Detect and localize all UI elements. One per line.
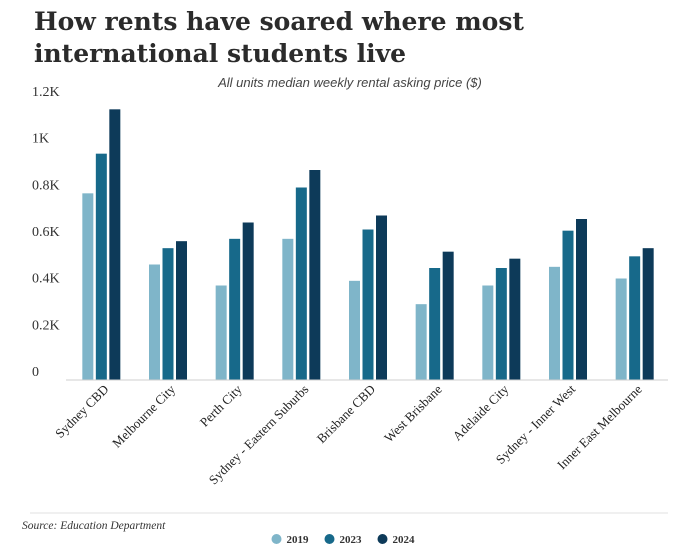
bar	[82, 193, 94, 380]
chart-subtitle: All units median weekly rental asking pr…	[217, 75, 482, 90]
bar	[162, 248, 174, 380]
bar	[295, 187, 307, 380]
bar	[549, 266, 560, 380]
bar	[362, 229, 374, 380]
chart-title-line-2: international students live	[34, 39, 406, 68]
y-tick-label: 1.2K	[32, 85, 60, 100]
bar	[109, 109, 121, 380]
x-tick-label: Adelaide City	[450, 381, 512, 443]
bar	[509, 258, 521, 380]
legend-swatch	[271, 534, 282, 544]
x-tick-label: Brisbane CBD	[314, 382, 378, 446]
y-tick-label: 1K	[32, 132, 49, 147]
bar	[215, 285, 227, 380]
bar	[349, 280, 360, 380]
bar	[576, 219, 587, 380]
source-note: Source: Education Department	[22, 520, 166, 532]
bar	[149, 264, 160, 380]
y-tick-label: 0	[32, 365, 39, 380]
bar	[309, 170, 321, 380]
bar	[615, 278, 627, 380]
x-tick-label: West Brisbane	[381, 381, 445, 445]
bar	[282, 238, 294, 380]
bar	[442, 251, 454, 380]
bar	[95, 153, 107, 380]
legend-label: 2019	[287, 534, 310, 546]
bar	[482, 285, 494, 380]
legend-label: 2023	[340, 534, 363, 546]
legend-label: 2024	[393, 534, 416, 546]
y-tick-label: 0.4K	[32, 272, 60, 287]
y-tick-label: 0.8K	[32, 178, 60, 193]
bars-group	[82, 109, 654, 380]
bar	[376, 215, 387, 380]
y-tick-label: 0.2K	[32, 318, 60, 333]
bar	[176, 241, 187, 380]
bar	[415, 304, 427, 380]
x-tick-label: Sydney CBD	[52, 382, 111, 441]
x-tick-label: Perth City	[197, 381, 245, 429]
y-axis: 0 0.2K 0.4K 0.6K 0.8K 1K 1.2K	[32, 85, 60, 380]
chart-title-line-1: How rents have soared where most	[34, 7, 524, 36]
bar	[429, 268, 441, 380]
bar	[629, 256, 641, 380]
y-tick-label: 0.6K	[32, 225, 60, 240]
bar	[242, 222, 254, 380]
legend-swatch	[377, 534, 388, 544]
bar	[562, 230, 574, 380]
bar	[229, 238, 241, 380]
legend-swatch	[324, 534, 335, 544]
x-tick-label: Melbourne City	[109, 381, 178, 450]
bar	[642, 248, 654, 380]
legend: 2019 2023 2024	[271, 534, 416, 546]
bar	[495, 268, 507, 380]
